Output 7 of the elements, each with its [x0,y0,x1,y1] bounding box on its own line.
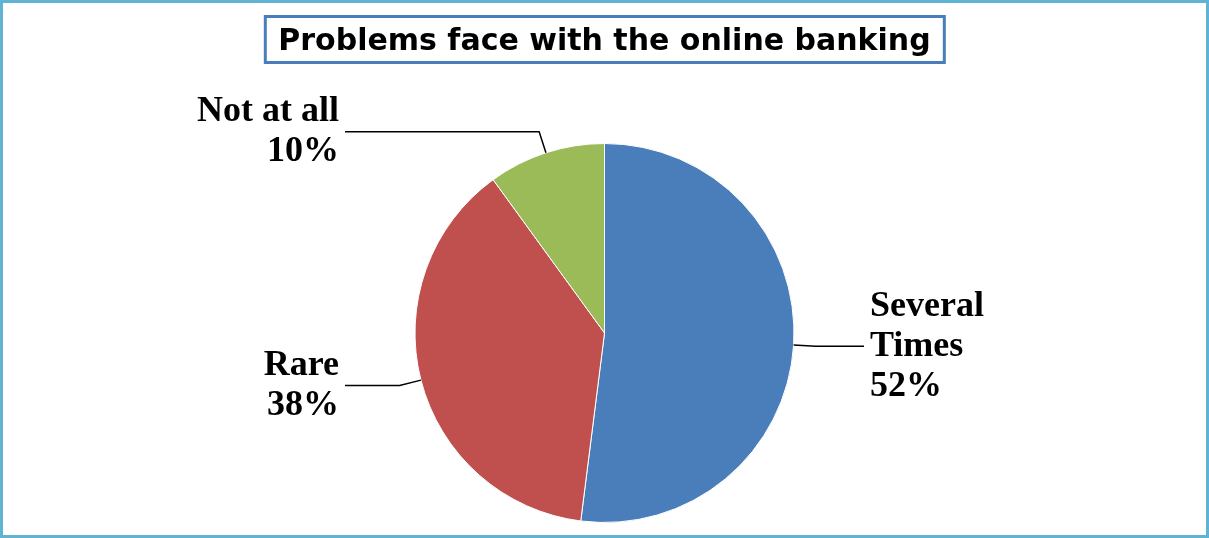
chart-title: Problems face with the online banking [263,15,946,64]
data-label: 52% [870,363,942,404]
data-label: 38% [267,382,339,423]
data-label: 10% [267,129,339,170]
slice-label: Rare [263,342,340,383]
slice-label: Several Times [870,283,984,364]
slice-label: Not at all [197,89,339,130]
